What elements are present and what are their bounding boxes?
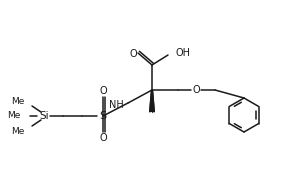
Text: O: O: [99, 86, 107, 96]
Text: Me: Me: [12, 127, 25, 136]
Text: OH: OH: [175, 48, 190, 58]
Text: O: O: [192, 85, 200, 95]
Text: Me: Me: [12, 96, 25, 105]
Text: Me: Me: [8, 112, 21, 120]
Text: NH: NH: [109, 100, 124, 110]
Polygon shape: [149, 90, 155, 112]
Text: Si: Si: [39, 111, 49, 121]
Text: S: S: [99, 111, 106, 121]
Text: O: O: [129, 49, 137, 59]
Text: O: O: [99, 133, 107, 143]
